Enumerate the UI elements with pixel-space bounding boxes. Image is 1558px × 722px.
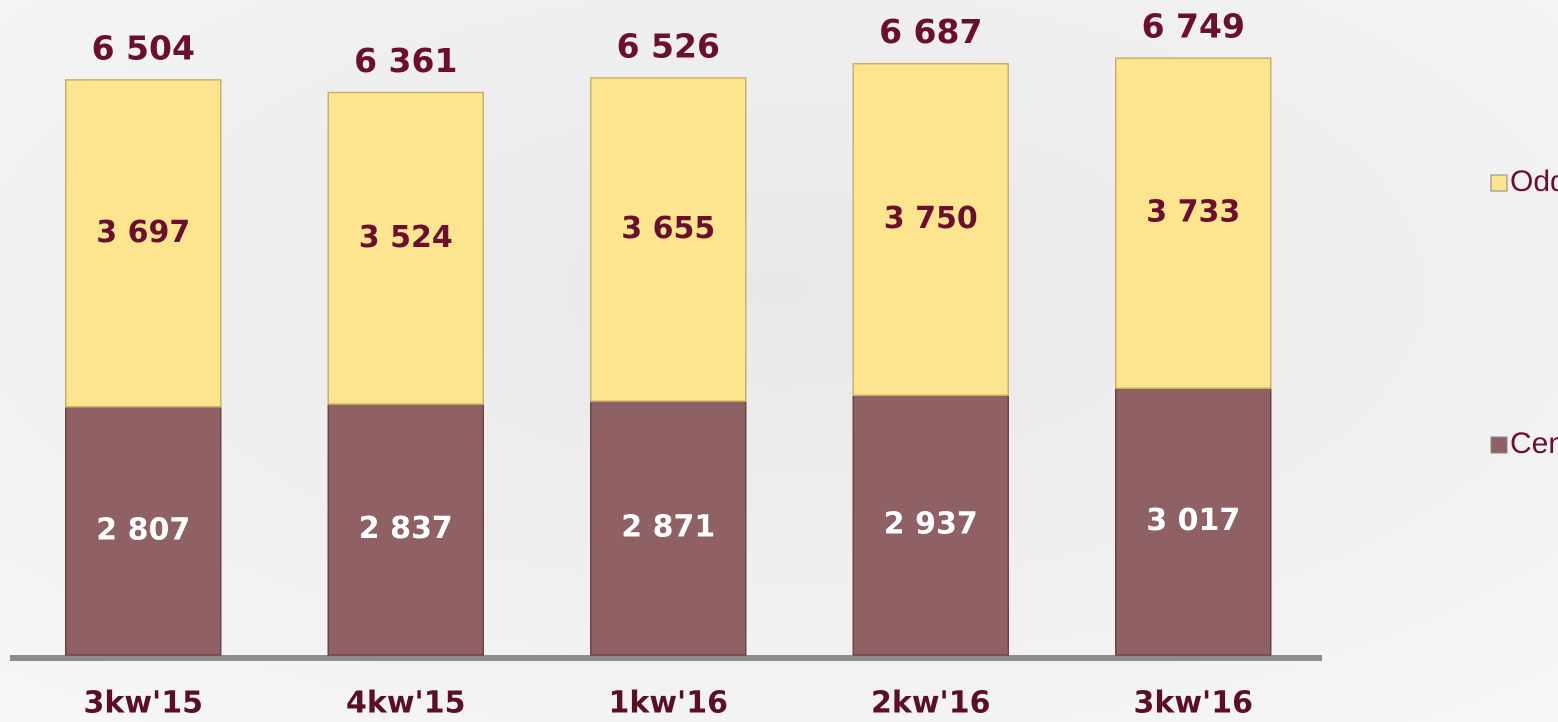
bar-segment	[590, 77, 747, 402]
legend-swatch	[1490, 174, 1508, 192]
x-tick-label: 1kw'16	[609, 686, 728, 721]
value-label: 2 807	[96, 512, 190, 547]
x-tick-label: 3kw'15	[84, 686, 203, 721]
legend-label: Centrala	[1510, 427, 1558, 460]
total-label: 6 361	[354, 41, 457, 80]
legend-swatch	[1490, 436, 1508, 454]
value-label: 2 937	[884, 507, 978, 542]
bar-segment	[65, 79, 222, 408]
total-label: 6 687	[879, 12, 982, 51]
bar-segment	[1115, 387, 1272, 656]
value-label: 3 697	[96, 215, 190, 250]
legend-label: Oddziały	[1510, 165, 1558, 198]
bar-segment	[852, 394, 1009, 656]
total-label: 6 749	[1142, 7, 1245, 46]
value-label: 2 871	[621, 510, 715, 545]
x-tick-label: 4kw'15	[346, 686, 465, 721]
value-label: 3 017	[1146, 503, 1240, 538]
x-tick-label: 3kw'16	[1134, 686, 1253, 721]
value-label: 3 524	[359, 220, 453, 255]
bar-segment	[590, 400, 747, 656]
bar-segment	[852, 62, 1009, 397]
total-label: 6 526	[617, 26, 720, 65]
bar-segment	[327, 91, 484, 405]
x-tick-label: 2kw'16	[871, 686, 990, 721]
total-label: 6 504	[92, 28, 195, 67]
bar-segment	[1115, 57, 1272, 389]
value-label: 2 837	[359, 511, 453, 546]
baseline	[10, 655, 1322, 661]
value-label: 3 655	[621, 211, 715, 246]
value-label: 3 750	[884, 201, 978, 236]
value-label: 3 733	[1146, 195, 1240, 230]
bar-segment	[65, 406, 222, 656]
